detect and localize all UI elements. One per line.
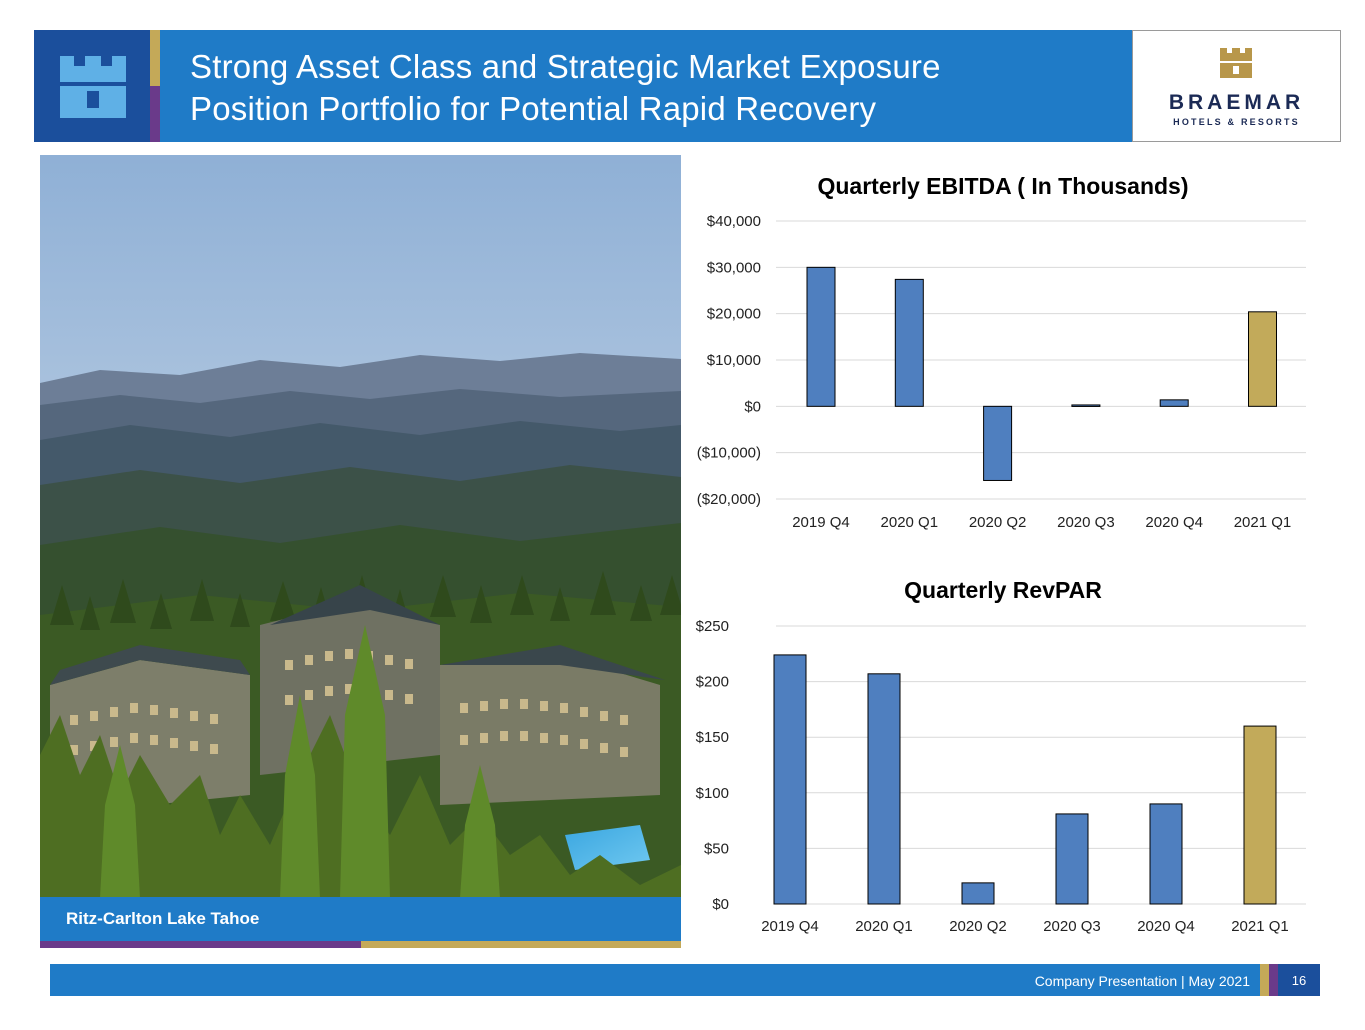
bar — [983, 405, 1013, 481]
x-tick-label: 2020 Q1 — [855, 918, 913, 935]
y-tick-label: $150 — [696, 729, 729, 746]
bar — [1149, 803, 1183, 905]
castle-tower-icon — [60, 56, 126, 118]
x-tick-label: 2020 Q4 — [1145, 514, 1203, 531]
bar — [1243, 725, 1277, 905]
ebitda-chart-title: Quarterly EBITDA ( In Thousands) — [817, 173, 1188, 199]
y-tick-label: $20,000 — [707, 306, 761, 323]
y-tick-label: $200 — [696, 674, 729, 691]
header-accent-bar — [150, 30, 160, 142]
charts-area: Quarterly EBITDA ( In Thousands) $40,000… — [696, 173, 1306, 935]
bar — [1071, 404, 1101, 407]
x-tick-label: 2019 Q4 — [792, 514, 850, 531]
brand-tower-icon — [1220, 48, 1252, 78]
y-tick-label: $250 — [696, 618, 729, 635]
slide-title-line-2: Position Portfolio for Potential Rapid R… — [190, 90, 877, 127]
slide-title-line-1: Strong Asset Class and Strategic Market … — [190, 48, 941, 85]
x-tick-label: 2019 Q4 — [761, 918, 819, 935]
y-tick-label: $0 — [744, 398, 761, 415]
brand-logo: BRAEMAR HOTELS & RESORTS — [1132, 30, 1341, 142]
ebitda-chart: $40,000 $30,000 $20,000 $10,000 $0 ($10,000) (… — [697, 213, 1306, 531]
y-tick-label: ($10,000) — [697, 445, 761, 462]
x-tick-label: 2021 Q1 — [1231, 918, 1289, 935]
y-tick-label: $50 — [704, 840, 729, 857]
bar — [806, 266, 836, 407]
x-tick-label: 2020 Q3 — [1057, 514, 1115, 531]
page-number: 16 — [1291, 973, 1307, 988]
photo-caption-band: Ritz-Carlton Lake Tahoe — [40, 897, 681, 941]
bar — [1055, 813, 1089, 905]
caption-stripe-purple — [40, 941, 361, 948]
bar — [894, 278, 924, 407]
y-tick-label: ($20,000) — [697, 491, 761, 508]
slide-footer: Company Presentation | May 2021 16 — [50, 964, 1320, 996]
bar — [1159, 399, 1189, 407]
logo-box — [34, 30, 150, 142]
footer-stripe-purple — [1269, 964, 1278, 996]
y-tick-label: $100 — [696, 785, 729, 802]
revpar-chart-title: Quarterly RevPAR — [904, 577, 1102, 603]
photo-caption: Ritz-Carlton Lake Tahoe — [66, 909, 260, 928]
bar — [773, 654, 807, 905]
x-tick-label: 2021 Q1 — [1234, 514, 1292, 531]
caption-stripe-gold — [361, 941, 681, 948]
revpar-chart: $250 $200 $150 $100 $50 $0 2019 Q4 2020 Q1 2020 … — [696, 618, 1306, 935]
x-tick-label: 2020 Q4 — [1137, 918, 1195, 935]
brand-subtitle: HOTELS & RESORTS — [1173, 117, 1300, 127]
y-tick-label: $40,000 — [707, 213, 761, 230]
y-tick-label: $0 — [712, 896, 729, 913]
x-tick-label: 2020 Q3 — [1043, 918, 1101, 935]
brand-name: BRAEMAR — [1168, 91, 1305, 114]
y-tick-label: $10,000 — [707, 352, 761, 369]
bar — [867, 673, 901, 905]
footer-stripe-gold — [1260, 964, 1269, 996]
slide-header: Strong Asset Class and Strategic Market … — [34, 30, 1341, 142]
bar — [961, 882, 995, 905]
title-band: Strong Asset Class and Strategic Market … — [160, 30, 1132, 142]
footer-page-box: 16 — [1278, 964, 1320, 996]
bar — [1248, 311, 1277, 407]
x-tick-label: 2020 Q2 — [969, 514, 1027, 531]
footer-text: Company Presentation | May 2021 — [1034, 973, 1250, 989]
resort-photo — [40, 155, 681, 898]
x-tick-label: 2020 Q2 — [949, 918, 1007, 935]
y-tick-label: $30,000 — [707, 259, 761, 276]
x-tick-label: 2020 Q1 — [881, 514, 939, 531]
